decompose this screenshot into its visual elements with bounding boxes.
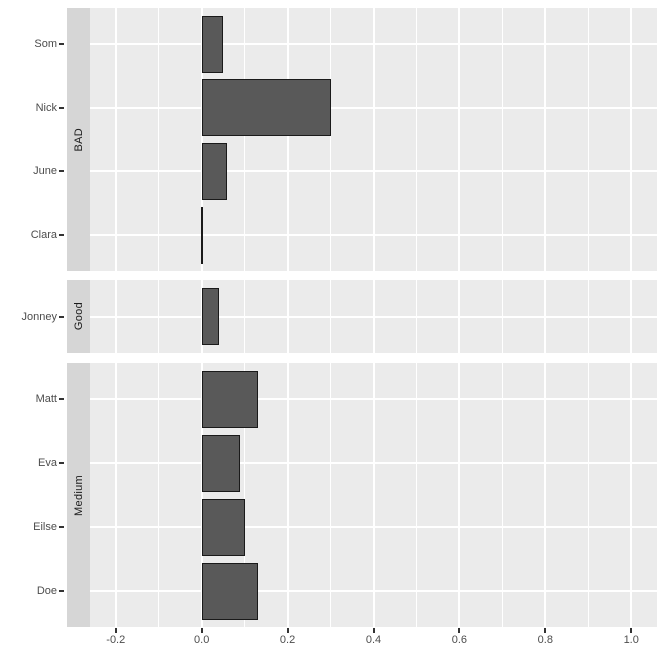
gridline-minor — [330, 363, 332, 627]
y-tick-mark — [59, 106, 64, 109]
x-tick-mark — [372, 628, 375, 633]
facet-panel-bad — [90, 8, 657, 271]
y-axis-label-matt: Matt — [35, 393, 57, 405]
gridline-major — [114, 8, 117, 271]
gridline-minor — [158, 363, 160, 627]
gridline-minor — [501, 363, 503, 627]
bar-nick — [201, 79, 331, 137]
bar-eilse — [201, 498, 245, 556]
x-tick-mark — [630, 628, 633, 633]
x-tick-label-0_4: 0.4 — [365, 634, 382, 646]
y-tick-mark — [59, 43, 64, 45]
gridline-minor — [415, 8, 417, 271]
y-axis-label-som: Som — [34, 38, 57, 50]
bar-som — [201, 15, 224, 73]
facet-strip-label-good: Good — [72, 302, 85, 331]
gridline-major — [90, 526, 657, 528]
y-tick-mark — [59, 170, 64, 173]
gridline-minor — [244, 8, 246, 271]
bar-eva — [201, 434, 241, 492]
gridline-major — [544, 8, 547, 271]
gridline-major — [458, 363, 461, 627]
x-tick-label--0_2: -0.2 — [106, 634, 126, 646]
gridline-major — [286, 8, 289, 271]
x-tick-label-0_8: 0.8 — [537, 634, 553, 646]
y-axis-label-eilse: Eilse — [33, 521, 57, 533]
y-tick-mark — [59, 398, 64, 400]
gridline-major — [372, 363, 375, 627]
x-tick-mark — [544, 628, 547, 633]
facet-strip-label-medium: Medium — [72, 474, 85, 516]
y-tick-mark — [59, 234, 64, 236]
gridline-minor — [501, 8, 503, 271]
facet-strip-bad: BAD — [67, 8, 90, 271]
bar-matt — [201, 370, 258, 428]
gridline-major — [200, 363, 203, 627]
gridline-major — [90, 315, 657, 318]
gridline-minor — [158, 8, 160, 271]
gridline-major — [90, 106, 657, 109]
gridline-major — [286, 363, 289, 627]
gridline-major — [90, 590, 657, 592]
gridline-minor — [587, 363, 589, 627]
gridline-major — [372, 8, 375, 271]
x-tick-mark — [458, 628, 461, 633]
y-axis-label-doe: Doe — [36, 585, 57, 597]
y-axis-label-eva: Eva — [38, 457, 57, 469]
y-axis-label-nick: Nick — [35, 101, 57, 114]
gridline-major — [90, 170, 657, 173]
gridline-major — [200, 8, 203, 271]
gridline-major — [114, 363, 117, 627]
gridline-major — [630, 8, 633, 271]
x-tick-label-0_2: 0.2 — [279, 634, 296, 646]
y-tick-mark — [59, 462, 64, 464]
gridline-major — [458, 8, 461, 271]
y-tick-mark — [59, 526, 64, 528]
x-tick-label-0_0: 0.0 — [194, 634, 210, 646]
y-tick-mark — [59, 590, 64, 592]
y-tick-mark — [59, 315, 64, 318]
gridline-major — [90, 462, 657, 464]
gridline-minor — [415, 363, 417, 627]
gridline-major — [544, 363, 547, 627]
gridline-minor — [330, 8, 332, 271]
bar-june — [201, 142, 228, 200]
facet-strip-label-bad: BAD — [72, 127, 85, 152]
x-tick-mark — [114, 628, 117, 633]
x-tick-label-1_0: 1.0 — [623, 634, 639, 646]
facet-panel-good — [90, 280, 657, 353]
facet-strip-medium: Medium — [67, 363, 90, 627]
y-axis-label-clara: Clara — [30, 229, 57, 241]
facet-panel-medium — [90, 363, 657, 627]
gridline-major — [90, 43, 657, 45]
gridline-major — [90, 398, 657, 400]
x-tick-mark — [286, 628, 289, 633]
y-axis-label-june: June — [33, 165, 57, 178]
bar-jonney — [201, 288, 219, 345]
facet-strip-good: Good — [67, 280, 90, 353]
x-tick-mark — [200, 628, 203, 633]
y-axis-label-jonney: Jonney — [21, 310, 57, 323]
gridline-major — [630, 363, 633, 627]
bar-doe — [201, 562, 258, 620]
x-tick-label-0_6: 0.6 — [451, 634, 468, 646]
gridline-minor — [244, 363, 246, 627]
gridline-major — [90, 234, 657, 236]
bar-clara — [200, 206, 203, 264]
gridline-minor — [587, 8, 589, 271]
